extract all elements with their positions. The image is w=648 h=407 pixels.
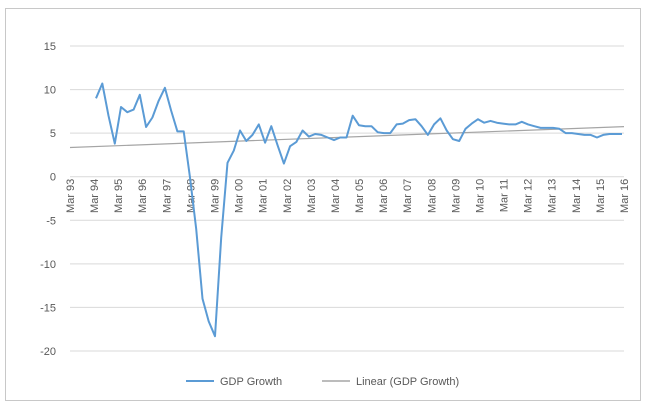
x-tick-label: Mar 00 (234, 179, 246, 213)
y-tick-label: 10 (44, 85, 56, 97)
y-tick-label: 5 (50, 128, 56, 140)
x-tick-label: Mar 96 (137, 179, 149, 213)
x-tick-label: Mar 15 (595, 179, 607, 213)
legend: GDP Growth Linear (GDP Growth) (186, 376, 459, 388)
y-tick-label: -10 (40, 259, 56, 271)
y-tick-label: -15 (40, 302, 56, 314)
x-tick-label: Mar 01 (258, 179, 270, 213)
x-tick-label: Mar 94 (89, 179, 101, 213)
series-lines (69, 82, 625, 338)
x-tick-label: Mar 95 (113, 179, 125, 213)
y-tick-label: -5 (46, 215, 56, 227)
y-tick-label: 15 (44, 41, 56, 53)
y-axis-tick-labels: 15 10 5 0 -5 -10 -15 -20 (40, 41, 56, 358)
x-tick-label: Mar 99 (210, 179, 222, 213)
legend-label-linear-trend: Linear (GDP Growth) (356, 376, 459, 388)
x-tick-label: Mar 06 (378, 179, 390, 213)
x-tick-label: Mar 16 (619, 179, 631, 213)
x-tick-label: Mar 11 (499, 179, 511, 212)
x-axis-tick-labels: Mar 93 Mar 94 Mar 95 Mar 96 Mar 97 Mar 98 Mar … (65, 179, 631, 213)
x-tick-label: Mar 14 (571, 179, 583, 213)
chart-frame (5, 8, 641, 401)
x-tick-label: Mar 04 (330, 179, 342, 213)
x-tick-label: Mar 10 (474, 179, 486, 213)
x-tick-label: Mar 03 (306, 179, 318, 213)
x-tick-label: Mar 97 (161, 179, 173, 213)
y-tick-label: -20 (40, 346, 56, 358)
series-line-gdp-growth (95, 82, 622, 338)
y-tick-label: 0 (50, 172, 56, 184)
x-tick-label: Mar 07 (402, 179, 414, 213)
x-tick-label: Mar 12 (523, 179, 535, 213)
x-tick-label: Mar 09 (450, 179, 462, 213)
x-tick-label: Mar 02 (282, 179, 294, 213)
x-tick-label: Mar 05 (354, 179, 366, 213)
x-tick-label: Mar 08 (426, 179, 438, 213)
x-tick-label: Mar 93 (65, 179, 77, 213)
x-tick-label: Mar 13 (547, 179, 559, 213)
legend-label-gdp-growth: GDP Growth (220, 376, 282, 388)
gridlines (70, 45, 624, 352)
